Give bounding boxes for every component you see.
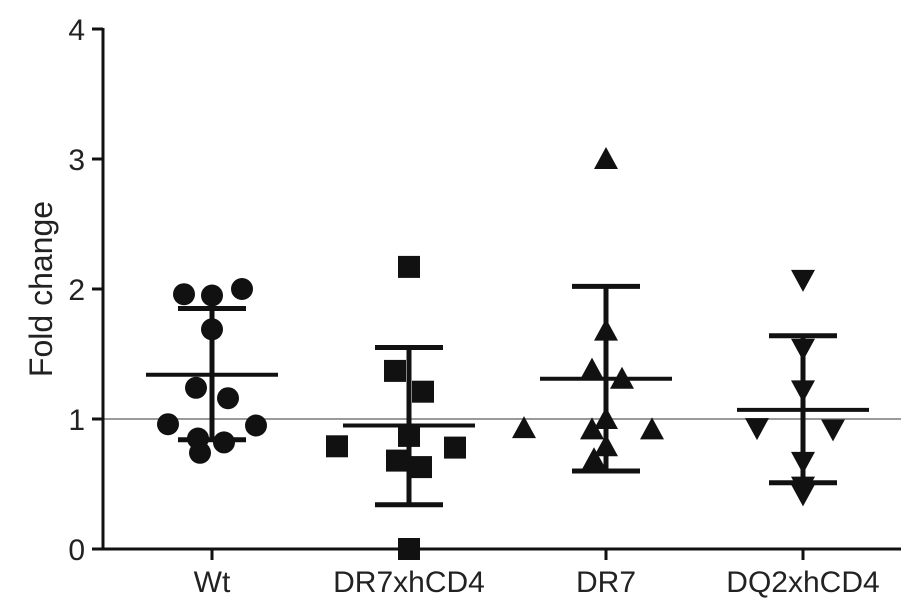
group-dr7xhcd4	[326, 255, 475, 560]
data-point	[398, 538, 420, 560]
data-point	[582, 447, 606, 470]
y-tick-label: 1	[68, 404, 85, 437]
data-marks	[146, 147, 869, 560]
x-tick-label: Wt	[194, 566, 231, 599]
data-point	[231, 278, 253, 300]
data-point	[610, 366, 634, 389]
data-point	[213, 431, 235, 454]
data-point	[412, 380, 434, 403]
data-point	[512, 416, 536, 439]
data-point	[594, 434, 618, 457]
data-point	[398, 255, 420, 278]
data-point	[217, 387, 239, 410]
y-tick-label: 2	[68, 274, 85, 307]
y-tick-label: 4	[68, 14, 85, 47]
y-tick-label: 3	[68, 144, 85, 177]
data-point	[791, 484, 815, 507]
data-point	[201, 318, 223, 341]
data-point	[410, 456, 432, 479]
axes: 0 1 2 3 4 Wt DR7xhCD4 DR7 DQ2xhCD4	[68, 14, 901, 599]
data-point	[821, 419, 845, 442]
data-point	[791, 338, 815, 361]
data-point	[444, 436, 466, 459]
data-point	[173, 283, 195, 306]
data-point	[326, 435, 348, 458]
y-axis-title: Fold change	[23, 201, 59, 377]
x-tick-label: DQ2xhCD4	[726, 566, 879, 599]
group-dr7	[512, 147, 672, 474]
data-point	[791, 380, 815, 403]
data-point	[640, 417, 664, 440]
data-point	[580, 357, 604, 380]
data-point	[157, 413, 179, 436]
group-dq2xhcd4	[737, 269, 869, 507]
data-point	[594, 407, 618, 429]
data-point	[580, 417, 604, 440]
data-point	[791, 269, 815, 292]
data-point	[201, 284, 223, 307]
data-point	[594, 147, 618, 169]
data-point	[185, 376, 207, 399]
data-point	[245, 414, 267, 437]
group-wt	[146, 278, 278, 464]
data-point	[386, 449, 408, 472]
y-tick-label: 0	[68, 534, 85, 567]
data-point	[398, 424, 420, 447]
x-tick-label: DR7	[576, 566, 636, 599]
data-point	[791, 451, 815, 474]
data-point	[189, 441, 211, 464]
data-point	[384, 359, 406, 382]
data-point	[745, 418, 769, 441]
x-tick-label: DR7xhCD4	[333, 566, 485, 599]
data-point	[594, 318, 618, 341]
